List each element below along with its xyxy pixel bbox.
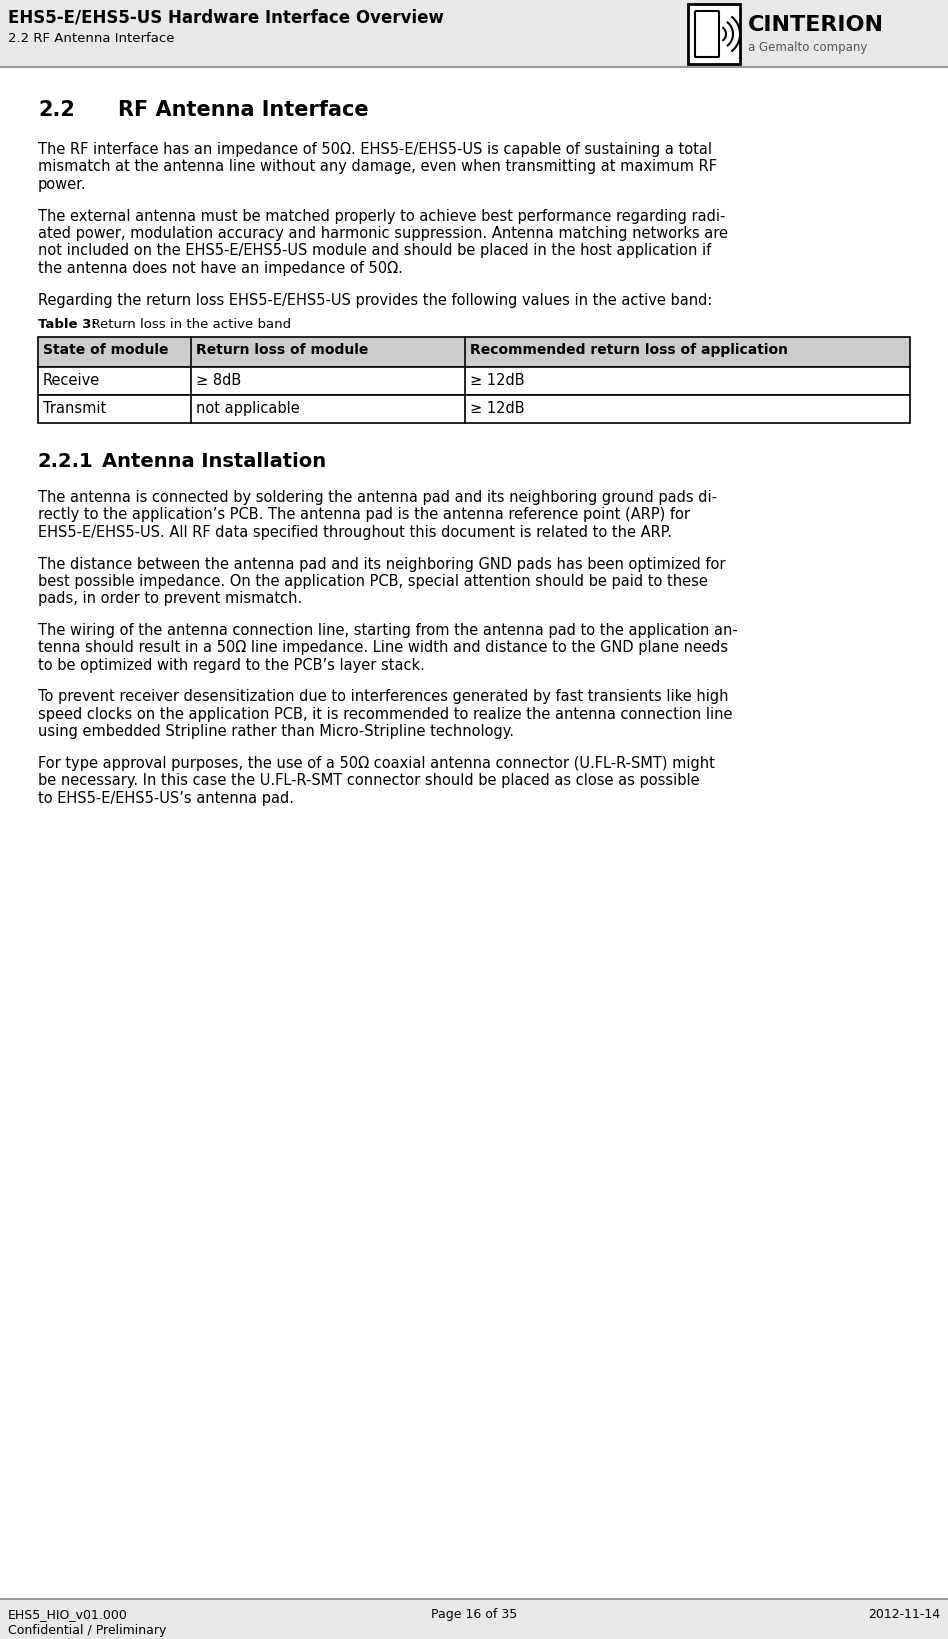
Text: pads, in order to prevent mismatch.: pads, in order to prevent mismatch. <box>38 592 302 606</box>
Text: Receive: Receive <box>43 372 100 388</box>
Text: Antenna Installation: Antenna Installation <box>102 452 326 470</box>
Text: ated power, modulation accuracy and harmonic suppression. Antenna matching netwo: ated power, modulation accuracy and harm… <box>38 226 728 241</box>
Bar <box>688 5 740 66</box>
Text: be necessary. In this case the U.FL-R-SMT connector should be placed as close as: be necessary. In this case the U.FL-R-SM… <box>38 774 700 788</box>
Text: a Gemalto company: a Gemalto company <box>748 41 867 54</box>
Text: The antenna is connected by soldering the antenna pad and its neighboring ground: The antenna is connected by soldering th… <box>38 490 717 505</box>
FancyBboxPatch shape <box>695 11 719 57</box>
Bar <box>38 338 910 367</box>
Text: rectly to the application’s PCB. The antenna pad is the antenna reference point : rectly to the application’s PCB. The ant… <box>38 506 690 523</box>
Text: not included on the EHS5-E/EHS5-US module and should be placed in the host appli: not included on the EHS5-E/EHS5-US modul… <box>38 243 711 259</box>
Bar <box>0 1600 948 1639</box>
Text: speed clocks on the application PCB, it is recommended to realize the antenna co: speed clocks on the application PCB, it … <box>38 706 733 721</box>
Text: 2.2: 2.2 <box>38 100 75 120</box>
Text: RF Antenna Interface: RF Antenna Interface <box>118 100 369 120</box>
Text: to be optimized with regard to the PCB’s layer stack.: to be optimized with regard to the PCB’s… <box>38 657 425 672</box>
Text: Table 3:: Table 3: <box>38 318 97 331</box>
Text: The RF interface has an impedance of 50Ω. EHS5-E/EHS5-US is capable of sustainin: The RF interface has an impedance of 50Ω… <box>38 143 712 157</box>
Text: tenna should result in a 50Ω line impedance. Line width and distance to the GND : tenna should result in a 50Ω line impeda… <box>38 641 728 656</box>
Text: 2.2 RF Antenna Interface: 2.2 RF Antenna Interface <box>8 33 174 44</box>
Text: State of module: State of module <box>43 343 169 357</box>
Bar <box>38 367 910 395</box>
Bar <box>0 0 948 67</box>
Text: The external antenna must be matched properly to achieve best performance regard: The external antenna must be matched pro… <box>38 208 725 223</box>
Text: 2.2.1: 2.2.1 <box>38 452 94 470</box>
Text: ≥ 12dB: ≥ 12dB <box>470 372 525 388</box>
Text: Return loss in the active band: Return loss in the active band <box>83 318 291 331</box>
Text: not applicable: not applicable <box>195 402 300 416</box>
Text: the antenna does not have an impedance of 50Ω.: the antenna does not have an impedance o… <box>38 261 403 275</box>
Text: 2012-11-14: 2012-11-14 <box>867 1606 940 1619</box>
Text: To prevent receiver desensitization due to interferences generated by fast trans: To prevent receiver desensitization due … <box>38 688 728 705</box>
Text: The distance between the antenna pad and its neighboring GND pads has been optim: The distance between the antenna pad and… <box>38 556 725 570</box>
Text: EHS5_HIO_v01.000: EHS5_HIO_v01.000 <box>8 1606 128 1619</box>
Text: Return loss of module: Return loss of module <box>195 343 368 357</box>
Text: Recommended return loss of application: Recommended return loss of application <box>470 343 789 357</box>
Text: The wiring of the antenna connection line, starting from the antenna pad to the : The wiring of the antenna connection lin… <box>38 623 738 638</box>
Text: best possible impedance. On the application PCB, special attention should be pai: best possible impedance. On the applicat… <box>38 574 708 588</box>
Text: Confidential / Preliminary: Confidential / Preliminary <box>8 1623 167 1636</box>
Text: Page 16 of 35: Page 16 of 35 <box>431 1606 517 1619</box>
Text: using embedded Stripline rather than Micro-Stripline technology.: using embedded Stripline rather than Mic… <box>38 724 514 739</box>
Text: Transmit: Transmit <box>43 402 106 416</box>
Text: EHS5-E/EHS5-US. All RF data specified throughout this document is related to the: EHS5-E/EHS5-US. All RF data specified th… <box>38 524 672 539</box>
Text: CINTERION: CINTERION <box>748 15 884 34</box>
Text: to EHS5-E/EHS5-US’s antenna pad.: to EHS5-E/EHS5-US’s antenna pad. <box>38 790 294 805</box>
Text: EHS5-E/EHS5-US Hardware Interface Overview: EHS5-E/EHS5-US Hardware Interface Overvi… <box>8 8 444 26</box>
Bar <box>38 395 910 425</box>
Text: ≥ 8dB: ≥ 8dB <box>195 372 241 388</box>
Text: mismatch at the antenna line without any damage, even when transmitting at maxim: mismatch at the antenna line without any… <box>38 159 717 174</box>
Text: For type approval purposes, the use of a 50Ω coaxial antenna connector (U.FL-R-S: For type approval purposes, the use of a… <box>38 756 715 770</box>
Text: ≥ 12dB: ≥ 12dB <box>470 402 525 416</box>
Text: Regarding the return loss EHS5-E/EHS5-US provides the following values in the ac: Regarding the return loss EHS5-E/EHS5-US… <box>38 292 712 308</box>
Text: power.: power. <box>38 177 86 192</box>
